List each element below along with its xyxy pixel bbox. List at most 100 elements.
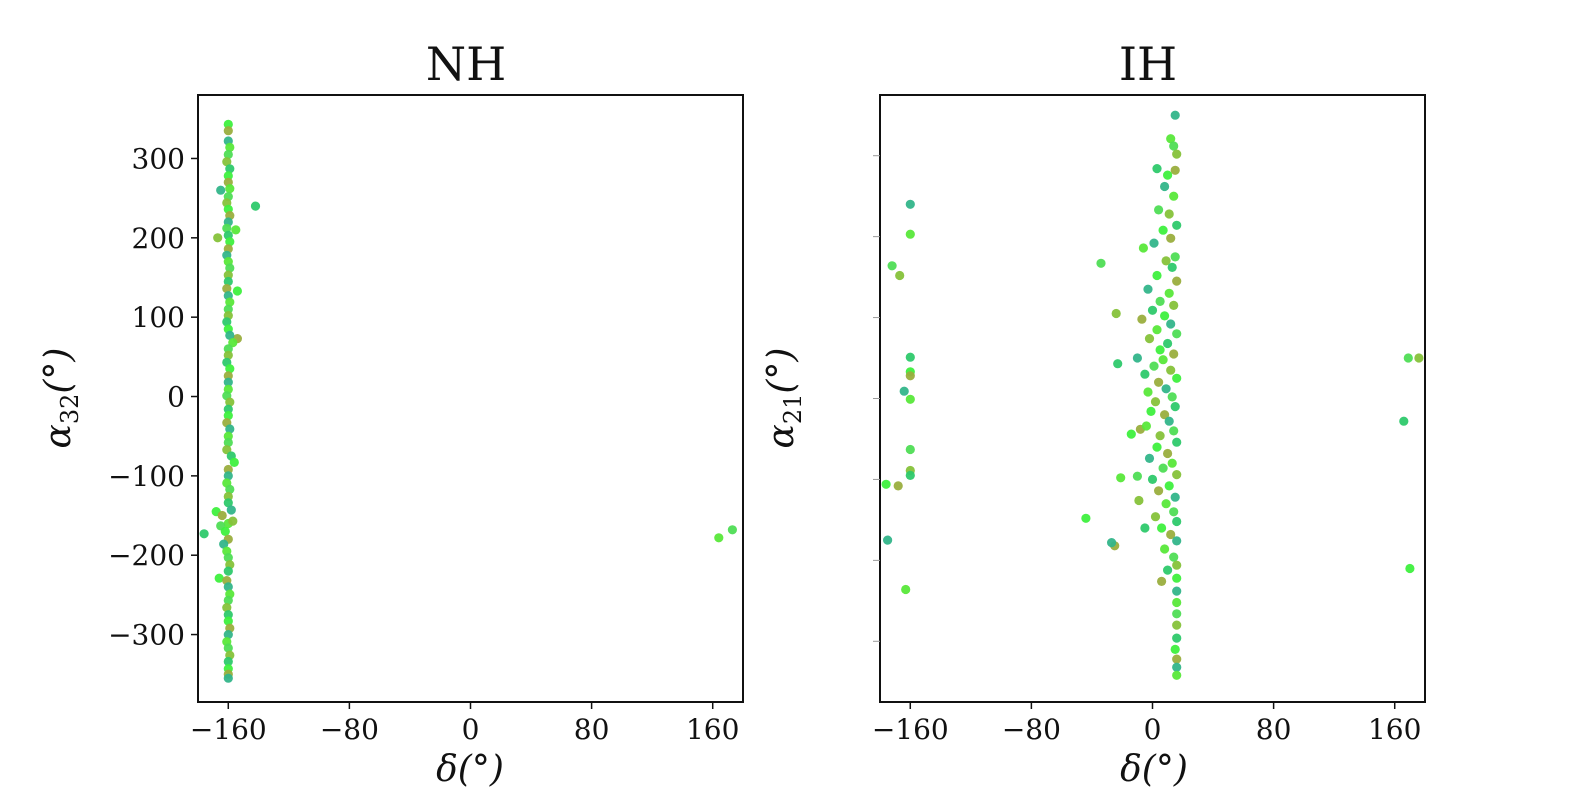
scatter-point: [223, 350, 233, 360]
scatter-point: [1164, 416, 1174, 426]
scatter-points: [881, 110, 1424, 680]
scatter-point: [1152, 442, 1162, 452]
scatter-point: [1163, 338, 1173, 349]
scatter-point: [905, 470, 915, 480]
y-tick-label: −200: [108, 539, 185, 572]
scatter-point: [1116, 473, 1126, 483]
scatter-point: [1160, 181, 1170, 192]
scatter-point: [1399, 416, 1409, 426]
scatter-point: [225, 263, 235, 273]
x-tick-label: 0: [462, 713, 480, 746]
y-axis-label-symbol: α: [38, 424, 79, 448]
y-tick-label: −100: [108, 460, 185, 493]
scatter-point: [222, 284, 232, 294]
scatter-point: [222, 317, 232, 327]
scatter-point: [1149, 238, 1159, 248]
scatter-point: [1152, 270, 1162, 281]
scatter-point: [1138, 243, 1148, 253]
scatter-point: [1172, 470, 1182, 480]
scatter-point: [217, 510, 227, 521]
scatter-point: [1155, 345, 1165, 355]
scatter-point: [1167, 392, 1177, 402]
scatter-point: [1172, 633, 1182, 643]
scatter-point: [1113, 359, 1123, 369]
scatter-point: [1166, 319, 1176, 329]
scatter-point: [1134, 495, 1144, 506]
x-tick-label: −160: [872, 713, 949, 746]
scatter-point: [895, 270, 905, 281]
scatter-point: [223, 616, 233, 626]
y-axis-ticks: 300 200 100 0 −100 −200 −300: [108, 142, 198, 652]
scatter-point: [223, 630, 233, 640]
scatter-point: [223, 656, 233, 667]
panel-title: IH: [1119, 37, 1177, 91]
panel-title: NH: [426, 37, 506, 91]
scatter-point: [223, 491, 233, 502]
scatter-point: [1163, 565, 1173, 575]
scatter-point: [899, 386, 909, 396]
scatter-point: [223, 471, 233, 481]
scatter-point: [1172, 597, 1182, 608]
scatter-point: [225, 142, 235, 152]
scatter-point: [905, 352, 915, 362]
scatter-point: [1167, 262, 1177, 272]
scatter-point: [727, 525, 738, 535]
scatter-point: [1172, 654, 1182, 664]
scatter-point: [1143, 387, 1153, 397]
scatter-point: [225, 330, 235, 340]
scatter-point: [225, 164, 235, 174]
scatter-point: [905, 394, 915, 404]
scatter-point: [901, 584, 911, 595]
y-axis-label-subscript: 32: [56, 394, 84, 425]
scatter-point: [225, 237, 235, 247]
scatter-point: [887, 261, 897, 271]
scatter-point: [223, 270, 233, 280]
scatter-point: [1158, 463, 1168, 473]
scatter-point: [905, 199, 915, 209]
y-axis-ticks: [873, 155, 880, 642]
scatter-point: [1166, 529, 1176, 540]
scatter-point: [1161, 256, 1171, 266]
y-axis-label-unit: (°): [38, 348, 79, 394]
scatter-point: [223, 377, 233, 387]
x-axis-label: δ(°): [1120, 749, 1188, 789]
y-axis-label-unit: (°): [761, 348, 802, 394]
scatter-point: [1158, 355, 1168, 365]
scatter-point: [1169, 300, 1179, 310]
x-tick-label: −80: [320, 713, 379, 746]
scatter-point: [883, 535, 893, 545]
scatter-point: [223, 344, 233, 354]
scatter-point: [225, 424, 235, 434]
scatter-point: [1414, 353, 1424, 363]
scatter-point: [1096, 258, 1106, 268]
scatter-point: [228, 516, 238, 526]
scatter-point: [1157, 523, 1167, 533]
scatter-point: [1172, 586, 1182, 596]
scatter-point: [1170, 252, 1180, 262]
scatter-point: [1141, 421, 1151, 431]
scatter-point: [1146, 406, 1156, 416]
scatter-point: [1169, 552, 1179, 562]
y-tick-label: 100: [132, 301, 185, 334]
y-axis-label: α21(°): [761, 348, 807, 449]
scatter-point: [1169, 507, 1179, 517]
scatter-point: [1172, 220, 1182, 230]
scatter-point: [1172, 329, 1182, 339]
scatter-point: [250, 201, 261, 211]
scatter-point: [1157, 576, 1167, 587]
scatter-point: [1166, 134, 1176, 144]
scatter-point: [1140, 523, 1150, 533]
scatter-point: [905, 229, 915, 239]
scatter-point: [223, 304, 233, 314]
scatter-point: [1172, 662, 1182, 672]
scatter-point: [1170, 644, 1180, 655]
scatter-point: [223, 553, 233, 563]
x-tick-label: 80: [574, 713, 610, 746]
scatter-point: [1111, 308, 1121, 319]
scatter-point: [223, 595, 233, 606]
scatter-point: [232, 286, 242, 296]
scatter-point: [1170, 110, 1180, 120]
scatter-point: [1169, 349, 1179, 359]
